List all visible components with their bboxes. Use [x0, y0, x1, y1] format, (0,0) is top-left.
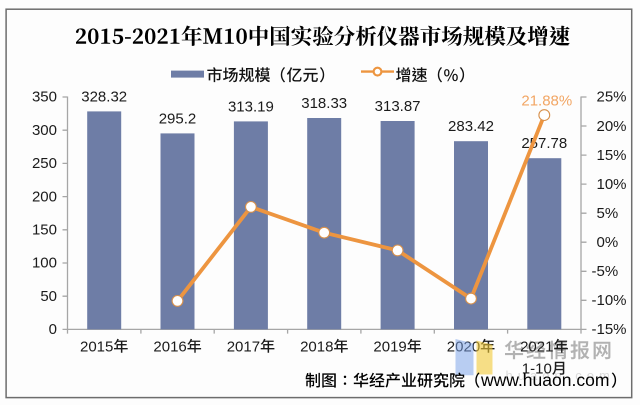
- svg-text:-15%: -15%: [592, 321, 627, 338]
- svg-text:318.33: 318.33: [301, 95, 347, 112]
- svg-text:283.42: 283.42: [448, 118, 494, 135]
- svg-text:0: 0: [49, 321, 57, 338]
- svg-text:2017: 2017: [227, 339, 260, 356]
- svg-text:2021: 2021: [520, 339, 553, 356]
- svg-text:295.2: 295.2: [159, 110, 197, 127]
- svg-text:250: 250: [32, 155, 57, 172]
- svg-text:0%: 0%: [597, 234, 619, 251]
- svg-text:-10%: -10%: [592, 292, 627, 309]
- svg-text:huaon.com: huaon.com: [506, 368, 615, 383]
- svg-text:150: 150: [32, 222, 57, 239]
- svg-text:313.87: 313.87: [375, 98, 421, 115]
- svg-text:300: 300: [32, 122, 57, 139]
- svg-text:15%: 15%: [597, 147, 627, 164]
- svg-text:25%: 25%: [597, 89, 627, 106]
- svg-text:328.32: 328.32: [81, 88, 127, 105]
- svg-text:200: 200: [32, 188, 57, 205]
- svg-text:-5%: -5%: [592, 263, 619, 280]
- svg-text:350: 350: [32, 89, 57, 106]
- svg-text:50: 50: [40, 288, 57, 305]
- svg-text:257.78: 257.78: [521, 135, 567, 152]
- svg-text:100: 100: [32, 255, 57, 272]
- svg-text:www.huaon.com: www.huaon.com: [480, 370, 609, 390]
- svg-text:20%: 20%: [597, 118, 627, 135]
- svg-text:2016: 2016: [153, 339, 186, 356]
- svg-text:313.19: 313.19: [228, 98, 274, 115]
- svg-text:10%: 10%: [597, 176, 627, 193]
- svg-text:2019: 2019: [373, 339, 406, 356]
- svg-text:21.88%: 21.88%: [521, 93, 572, 110]
- svg-text:1-10: 1-10: [522, 361, 552, 378]
- svg-text:2018: 2018: [300, 339, 333, 356]
- svg-text:5%: 5%: [597, 205, 619, 222]
- svg-text:2015: 2015: [80, 339, 113, 356]
